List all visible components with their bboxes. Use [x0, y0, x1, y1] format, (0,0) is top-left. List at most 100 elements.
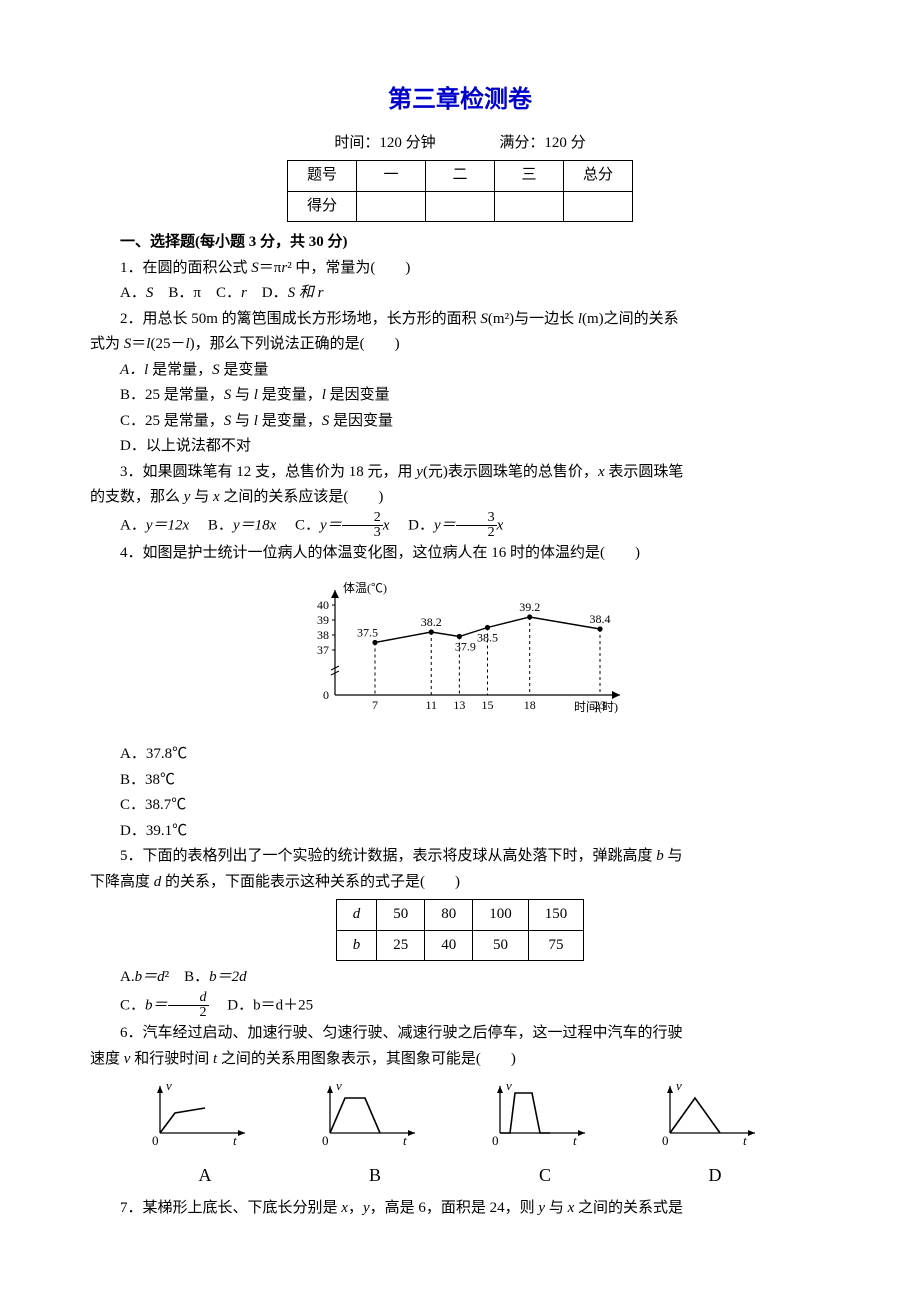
- svg-text:40: 40: [317, 598, 329, 612]
- svg-text:t: t: [743, 1133, 747, 1148]
- svg-text:11: 11: [425, 698, 437, 712]
- score-table: 题号 一 二 三 总分 得分: [287, 160, 633, 222]
- opt-d: S 和 r: [288, 285, 324, 301]
- svg-text:0: 0: [322, 1133, 329, 1148]
- text: 1．在圆的面积公式: [120, 260, 251, 276]
- svg-text:39.2: 39.2: [519, 600, 540, 614]
- svg-text:t: t: [573, 1133, 577, 1148]
- label: D: [660, 1160, 770, 1191]
- text: (25－: [150, 336, 185, 352]
- svg-text:0: 0: [323, 688, 329, 702]
- question-7: 7．某梯形上底长、下底长分别是 x，y，高是 6，面积是 24，则 y 与 x …: [90, 1196, 830, 1222]
- text: )，那么下列说法正确的是( ): [190, 336, 400, 352]
- svg-text:37.9: 37.9: [455, 639, 476, 653]
- svg-text:23: 23: [594, 698, 606, 712]
- q5-options-cd: C．b＝d2 D．b＝d＋25: [90, 991, 830, 1021]
- svg-text:体温(℃): 体温(℃): [343, 581, 387, 595]
- svg-text:t: t: [233, 1133, 237, 1148]
- q4-opt-c: C．38.7℃: [90, 793, 830, 819]
- opt-a: S: [146, 285, 154, 301]
- svg-text:v: v: [166, 1078, 172, 1093]
- text: C．: [120, 997, 145, 1013]
- text: A．: [120, 517, 146, 533]
- exam-info: 时间：120 分钟 满分：120 分: [90, 131, 830, 157]
- opt-c: r: [241, 285, 247, 301]
- svg-text:38.4: 38.4: [590, 612, 611, 626]
- svg-text:7: 7: [372, 698, 378, 712]
- cell: 40: [425, 930, 473, 961]
- svg-text:37.5: 37.5: [357, 625, 378, 639]
- question-3-line1: 3．如果圆珠笔有 12 支，总售价为 18 元，用 y(元)表示圆珠笔的总售价，…: [90, 460, 830, 486]
- graph-d: vt0D: [660, 1078, 770, 1190]
- svg-text:38: 38: [317, 628, 329, 642]
- svg-text:0: 0: [662, 1133, 669, 1148]
- svg-text:0: 0: [152, 1133, 159, 1148]
- cell: 二: [426, 161, 495, 192]
- text: (m²)与一边长: [488, 311, 578, 327]
- svg-text:39: 39: [317, 613, 329, 627]
- svg-text:37: 37: [317, 643, 329, 657]
- q5-data-table: d 50 80 100 150 b 25 40 50 75: [336, 899, 585, 961]
- q2-opt-c: C．25 是常量，S 与 l 是变量，S 是因变量: [90, 409, 830, 435]
- svg-text:38.5: 38.5: [477, 630, 498, 644]
- text: D．b＝d＋25: [212, 997, 313, 1013]
- cell: 50: [473, 930, 529, 961]
- cell: 一: [357, 161, 426, 192]
- q1-options: A．S B．π C．r D．S 和 r: [90, 281, 830, 307]
- label: A: [150, 1160, 260, 1191]
- cell: 100: [473, 900, 529, 931]
- q2-opt-b: B．25 是常量，S 与 l 是变量，l 是因变量: [90, 383, 830, 409]
- cell: [495, 191, 564, 222]
- table-row: 得分: [288, 191, 633, 222]
- q2-opt-d: D．以上说法都不对: [90, 434, 830, 460]
- question-6-line1: 6．汽车经过启动、加速行驶、匀速行驶、减速行驶之后停车，这一过程中汽车的行驶: [90, 1021, 830, 1047]
- cell: 150: [528, 900, 584, 931]
- q4-opt-d: D．39.1℃: [90, 819, 830, 845]
- section-1-heading: 一、选择题(每小题 3 分，共 30 分): [90, 230, 830, 256]
- q2-opt-a: A．l 是常量，S 是变量: [90, 358, 830, 384]
- question-3-line2: 的支数，那么 y 与 x 之间的关系应该是( ): [90, 485, 830, 511]
- cell: d: [336, 900, 377, 931]
- eq: y＝: [434, 517, 456, 533]
- q4-chart: 403938370体温(℃)时间(时)7111315182337.538.237…: [90, 575, 830, 735]
- text: ² 中，常量为( ): [287, 260, 410, 276]
- svg-text:18: 18: [524, 698, 536, 712]
- graph-c: v t 0 C: [490, 1078, 600, 1190]
- opt-b: π: [193, 285, 201, 301]
- temperature-chart: 403938370体温(℃)时间(时)7111315182337.538.237…: [280, 575, 640, 725]
- question-2-line2: 式为 S＝l(25－l)，那么下列说法正确的是( ): [90, 332, 830, 358]
- svg-text:t: t: [403, 1133, 407, 1148]
- eq: y＝: [320, 517, 342, 533]
- svg-text:15: 15: [482, 698, 494, 712]
- q6-graphs: vt0A vt0B vt0C vt0D: [120, 1078, 800, 1190]
- question-5-line2: 下降高度 d 的关系，下面能表示这种关系的式子是( ): [90, 870, 830, 896]
- text: 式为: [90, 336, 124, 352]
- cell: [357, 191, 426, 222]
- page-title: 第三章检测卷: [90, 80, 830, 121]
- question-2-line1: 2．用总长 50m 的篱笆围成长方形场地，长方形的面积 S(m²)与一边长 l(…: [90, 307, 830, 333]
- text: B．: [193, 517, 233, 533]
- text: ＝π: [259, 260, 282, 276]
- cell: 三: [495, 161, 564, 192]
- table-row: d 50 80 100 150: [336, 900, 584, 931]
- cell: 得分: [288, 191, 357, 222]
- cell: 题号: [288, 161, 357, 192]
- var: S: [480, 311, 488, 327]
- cell: 75: [528, 930, 584, 961]
- question-4: 4．如图是护士统计一位病人的体温变化图，这位病人在 16 时的体温约是( ): [90, 541, 830, 567]
- table-row: 题号 一 二 三 总分: [288, 161, 633, 192]
- label: B: [320, 1160, 430, 1191]
- cell: [564, 191, 633, 222]
- q5-options-ab: A.b＝d² B．b＝2d: [90, 965, 830, 991]
- text: C．: [280, 517, 320, 533]
- cell: 50: [377, 900, 425, 931]
- q4-opt-b: B．38℃: [90, 768, 830, 794]
- svg-text:0: 0: [492, 1133, 499, 1148]
- label: C: [490, 1160, 600, 1191]
- question-1: 1．在圆的面积公式 S＝πr² 中，常量为( ): [90, 256, 830, 282]
- fraction: 32: [456, 511, 497, 541]
- svg-text:v: v: [506, 1078, 512, 1093]
- q4-opt-a: A．37.8℃: [90, 742, 830, 768]
- cell: 80: [425, 900, 473, 931]
- var-S: S: [251, 260, 259, 276]
